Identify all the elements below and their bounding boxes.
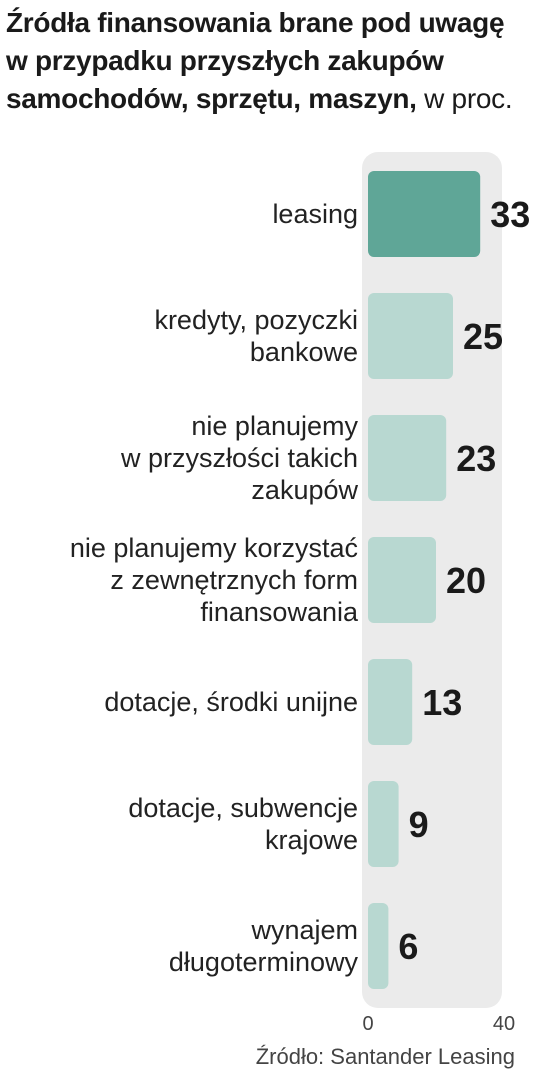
- bar-1: [368, 171, 481, 257]
- category-label-line: nie planujemy: [191, 411, 358, 441]
- bars-group: 33 leasing 25 kredyty, pozyczki bankowe 23 nie…: [70, 171, 530, 989]
- category-label-5: dotacje, środki unijne: [104, 687, 358, 717]
- category-label-line: dotacje, subwencje: [128, 793, 358, 823]
- bar-chart: 33 leasing 25 kredyty, pozyczki bankowe 23 nie…: [70, 152, 530, 1035]
- category-label-line: krajowe: [265, 825, 358, 855]
- bar-3: [368, 415, 447, 501]
- category-label-line: zakupów: [251, 475, 358, 505]
- value-label-4: 20: [446, 560, 486, 601]
- x-tick-label-min: 0: [362, 1013, 373, 1035]
- category-label-1: leasing: [272, 199, 358, 229]
- category-label-line: kredyty, pozyczki: [154, 305, 358, 335]
- value-label-3: 23: [456, 438, 496, 479]
- bar-4: [368, 537, 436, 623]
- value-label-2: 25: [463, 316, 503, 357]
- category-label-line: nie planujemy korzystać: [70, 533, 358, 563]
- category-label-6: dotacje, subwencje krajowe: [128, 793, 358, 855]
- chart-unit: w proc.: [424, 83, 513, 114]
- value-label-6: 9: [409, 804, 429, 845]
- value-label-7: 6: [398, 926, 418, 967]
- chart-title: Źródła finansowania brane pod uwagę w pr…: [6, 4, 526, 118]
- category-label-line: z zewnętrznych form: [110, 565, 358, 595]
- category-label-4: nie planujemy korzystać z zewnętrznych fo…: [70, 533, 359, 627]
- category-label-line: długoterminowy: [169, 947, 359, 977]
- category-label-7: wynajem długoterminowy: [169, 915, 359, 977]
- x-tick-label-max: 40: [493, 1013, 515, 1035]
- bar-6: [368, 781, 399, 867]
- category-label-2: kredyty, pozyczki bankowe: [154, 305, 358, 367]
- bar-2: [368, 293, 453, 379]
- bar-5: [368, 659, 413, 745]
- category-label-line: w przyszłości takich: [120, 443, 358, 473]
- category-label-line: leasing: [272, 199, 358, 229]
- category-label-line: finansowania: [200, 597, 359, 627]
- value-label-1: 33: [490, 194, 530, 235]
- category-label-3: nie planujemy w przyszłości takich zakupów: [120, 411, 359, 505]
- chart-title-text: Źródła finansowania brane pod uwagę w pr…: [6, 7, 505, 114]
- source-note: Źródło: Santander Leasing: [255, 1044, 515, 1069]
- category-label-line: bankowe: [250, 337, 358, 367]
- category-label-line: wynajem: [250, 915, 358, 945]
- bar-7: [368, 903, 389, 989]
- category-label-line: dotacje, środki unijne: [104, 687, 358, 717]
- value-label-5: 13: [422, 682, 462, 723]
